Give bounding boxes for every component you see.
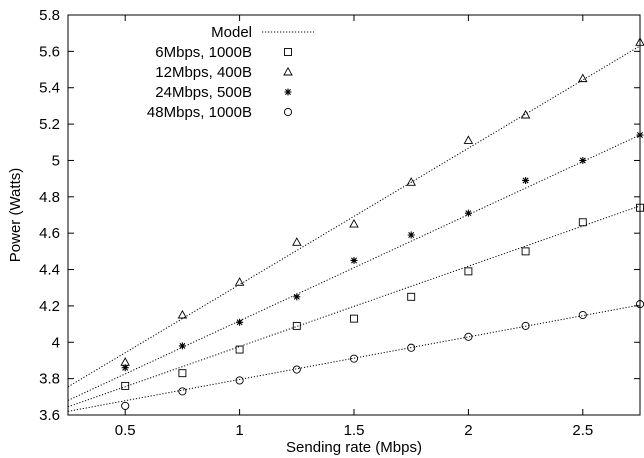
y-tick-label: 5.4: [39, 80, 60, 97]
data-point-circle: [407, 343, 416, 352]
legend-marker-circle: [283, 107, 293, 117]
data-point-circle: [292, 365, 301, 374]
x-tick-label: 2: [464, 422, 472, 439]
legend: Model 6Mbps, 1000B 12Mbps, 400B 24Mbps, 500…: [147, 24, 314, 121]
x-axis-ticks: 0.5 1 1.5 2 2.5: [115, 15, 593, 439]
data-point-star: [522, 176, 530, 184]
legend-marker-square: [284, 48, 292, 56]
legend-label: 48Mbps, 1000B: [147, 104, 252, 121]
data-point-circle: [521, 321, 530, 330]
data-point-triangle: [349, 218, 359, 228]
legend-label: Model: [211, 24, 252, 41]
y-tick-label: 4.4: [39, 262, 60, 279]
data-point-square: [235, 345, 244, 354]
data-point-star: [178, 342, 186, 350]
legend-label: 12Mbps, 400B: [155, 64, 252, 81]
data-point-circle: [349, 354, 359, 363]
data-point-square: [178, 369, 187, 378]
data-point-square: [121, 381, 130, 390]
data-point-square: [464, 267, 473, 276]
y-tick-label: 5: [52, 152, 60, 169]
data-point-triangle: [292, 237, 302, 246]
y-axis-label: Power (Watts): [7, 168, 24, 262]
data-point-circle: [464, 332, 473, 341]
data-point-star: [636, 131, 644, 139]
data-point-square: [407, 292, 416, 301]
data-point-triangle: [520, 109, 531, 119]
data-point-star: [407, 231, 415, 239]
y-tick-label: 4.6: [39, 225, 60, 242]
model-lines: [67, 45, 641, 412]
y-tick-label: 5.2: [39, 116, 60, 133]
y-tick-label: 4.8: [39, 189, 60, 206]
y-tick-label: 3.8: [39, 371, 60, 388]
y-tick-label: 4.2: [39, 298, 60, 315]
y-tick-label: 3.6: [39, 407, 60, 424]
data-point-circle: [578, 310, 587, 320]
data-point-triangle: [177, 309, 188, 319]
x-tick-label: 2.5: [572, 422, 593, 439]
data-point-triangle: [406, 177, 416, 186]
x-tick-label: 0.5: [115, 422, 136, 439]
data-point-star: [293, 293, 301, 301]
data-point-circle: [121, 401, 130, 410]
legend-marker-star: [284, 88, 292, 96]
y-tick-label: 5.8: [39, 7, 60, 24]
legend-label: 6Mbps, 1000B: [155, 44, 252, 61]
data-point-star: [464, 209, 472, 217]
y-axis-ticks: 3.6 3.8 4 4.2 4.4 4.6 4.8 5 5.2 5.4 5.6 5.8: [39, 7, 640, 424]
legend-label: 24Mbps, 500B: [155, 84, 252, 101]
x-axis-label: Sending rate (Mbps): [286, 439, 422, 456]
data-point-triangle: [578, 73, 588, 83]
x-tick-label: 1: [235, 422, 243, 439]
model-line: [67, 304, 641, 412]
data-point-star: [579, 156, 587, 164]
data-point-star: [350, 256, 358, 264]
data-point-square: [350, 314, 358, 323]
data-point-square: [578, 218, 587, 227]
data-point-triangle: [120, 357, 130, 366]
data-point-star: [236, 318, 244, 326]
data-point-triangle: [234, 277, 245, 286]
model-line: [67, 45, 641, 388]
data-point-square: [521, 247, 530, 256]
model-line: [67, 134, 641, 401]
data-point-star: [121, 364, 129, 372]
data-point-triangle: [635, 37, 644, 46]
x-tick-label: 1.5: [344, 422, 365, 439]
data-point-triangle: [463, 135, 474, 144]
model-line: [67, 205, 641, 408]
data-point-circle: [235, 376, 244, 385]
data-markers: [120, 37, 644, 410]
data-point-square: [292, 321, 301, 330]
data-point-circle: [178, 387, 187, 396]
y-tick-label: 4: [52, 334, 60, 351]
y-tick-label: 5.6: [39, 43, 60, 60]
legend-marker-triangle: [283, 66, 293, 76]
